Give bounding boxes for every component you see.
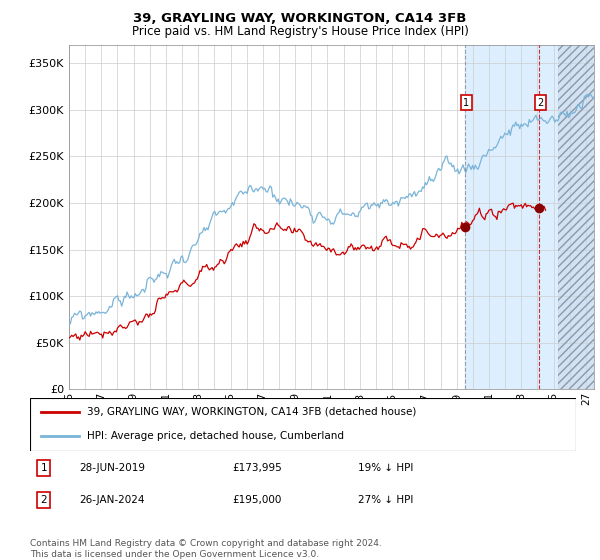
Bar bbox=[464, 45, 594, 389]
Text: 39, GRAYLING WAY, WORKINGTON, CA14 3FB: 39, GRAYLING WAY, WORKINGTON, CA14 3FB bbox=[133, 12, 467, 25]
Text: 39, GRAYLING WAY, WORKINGTON, CA14 3FB (detached house): 39, GRAYLING WAY, WORKINGTON, CA14 3FB (… bbox=[88, 407, 417, 417]
Text: 27% ↓ HPI: 27% ↓ HPI bbox=[358, 495, 413, 505]
Bar bbox=[559, 45, 594, 389]
Text: 26-JAN-2024: 26-JAN-2024 bbox=[79, 495, 145, 505]
Text: 2: 2 bbox=[537, 97, 544, 108]
Text: 1: 1 bbox=[463, 97, 469, 108]
Text: £173,995: £173,995 bbox=[232, 463, 282, 473]
Bar bbox=[559, 45, 594, 389]
Text: 2: 2 bbox=[40, 495, 47, 505]
Text: 19% ↓ HPI: 19% ↓ HPI bbox=[358, 463, 413, 473]
Text: Contains HM Land Registry data © Crown copyright and database right 2024.
This d: Contains HM Land Registry data © Crown c… bbox=[30, 539, 382, 559]
Text: HPI: Average price, detached house, Cumberland: HPI: Average price, detached house, Cumb… bbox=[88, 431, 344, 441]
Text: 1: 1 bbox=[40, 463, 47, 473]
Text: Price paid vs. HM Land Registry's House Price Index (HPI): Price paid vs. HM Land Registry's House … bbox=[131, 25, 469, 38]
Text: 28-JUN-2019: 28-JUN-2019 bbox=[79, 463, 145, 473]
Text: £195,000: £195,000 bbox=[232, 495, 281, 505]
